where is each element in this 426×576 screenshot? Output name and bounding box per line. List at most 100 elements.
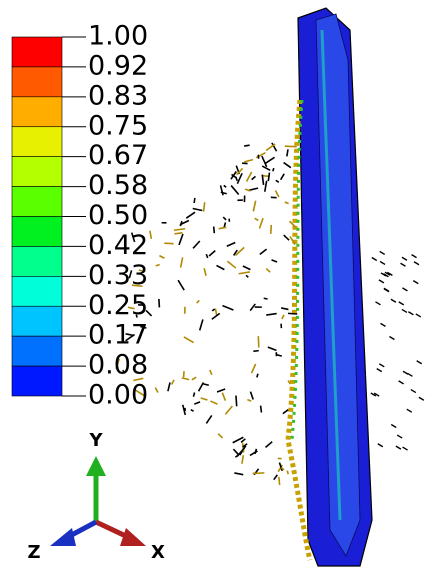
y-axis-label: Y: [88, 430, 103, 451]
debris-fragment: [273, 168, 274, 171]
debris-fragment: [257, 374, 258, 378]
legend-swatch: [12, 37, 62, 67]
debris-fragment: [212, 309, 214, 311]
debris-fragment: [224, 223, 225, 228]
debris-fragment: [156, 265, 160, 266]
debris-fragment: [223, 306, 234, 310]
debris-fragment: [159, 299, 160, 308]
debris-fragment: [412, 255, 417, 258]
debris-fragment: [402, 288, 407, 291]
debris-fragment: [218, 434, 222, 438]
debris-fragment: [391, 299, 396, 302]
debris-fragment: [179, 234, 183, 245]
debris-fragment: [399, 381, 404, 384]
debris-fragment: [247, 172, 252, 182]
debris: [116, 143, 424, 485]
legend-label: 0.92: [88, 50, 148, 81]
debris-fragment: [276, 180, 279, 182]
debris-fragment: [231, 186, 239, 195]
debris-fragment: [193, 393, 194, 397]
debris-fragment: [288, 313, 297, 314]
legend-swatch: [12, 217, 62, 247]
legend: 1.000.920.830.750.670.580.500.420.330.25…: [12, 21, 148, 411]
debris-fragment: [379, 280, 384, 283]
debris-fragment: [214, 227, 215, 234]
debris-fragment: [266, 269, 270, 273]
debris-fragment: [285, 146, 297, 147]
legend-label: 0.50: [88, 200, 148, 231]
y-axis-head: [86, 456, 106, 476]
debris-fragment: [255, 218, 259, 220]
debris-fragment: [150, 231, 152, 239]
debris-fragment: [402, 257, 407, 260]
debris-fragment: [261, 406, 262, 413]
debris-fragment: [253, 201, 255, 212]
debris-fragment: [268, 347, 277, 350]
debris-fragment: [217, 389, 225, 392]
legend-swatch: [12, 97, 62, 127]
debris-fragment: [403, 371, 408, 374]
debris-fragment: [416, 314, 421, 317]
legend-swatch: [12, 127, 62, 157]
debris-fragment: [233, 449, 238, 455]
debris-fragment: [262, 156, 267, 167]
debris-fragment: [397, 435, 402, 438]
debris-fragment: [242, 455, 243, 464]
debris-fragment: [204, 202, 205, 211]
debris-fragment: [239, 272, 250, 274]
debris-fragment: [399, 302, 404, 305]
debris-fragment: [222, 393, 225, 401]
beam: [288, 8, 372, 566]
legend-swatch: [12, 157, 62, 187]
debris-fragment: [204, 268, 206, 276]
legend-label: 0.08: [88, 350, 148, 381]
z-axis-label: Z: [27, 542, 40, 563]
debris-fragment: [227, 243, 235, 247]
debris-fragment: [168, 382, 170, 391]
debris-fragment: [191, 410, 194, 412]
debris-fragment: [215, 309, 216, 316]
legend-label: 1.00: [88, 21, 148, 52]
debris-fragment: [419, 397, 424, 400]
debris-fragment: [268, 173, 269, 181]
legend-swatch: [12, 336, 62, 366]
debris-fragment: [199, 383, 204, 392]
debris-fragment: [378, 444, 383, 447]
debris-fragment: [206, 415, 211, 423]
debris-fragment: [181, 257, 183, 267]
debris-fragment: [284, 163, 291, 168]
debris-fragment: [252, 364, 256, 373]
debris-fragment: [274, 475, 278, 480]
debris-fragment: [236, 396, 237, 407]
debris-fragment: [219, 227, 227, 228]
legend-swatch: [12, 366, 62, 396]
debris-fragment: [272, 260, 278, 262]
legend-label: 0.67: [88, 140, 148, 171]
debris-fragment: [193, 241, 200, 248]
x-axis-label: X: [151, 542, 165, 563]
debris-fragment: [193, 208, 203, 210]
debris-fragment: [206, 254, 207, 258]
debris-fragment: [247, 400, 251, 401]
debris-fragment: [391, 424, 396, 427]
debris-fragment: [178, 280, 184, 290]
debris-fragment: [209, 251, 215, 256]
debris-fragment: [283, 410, 288, 414]
debris-fragment: [408, 312, 413, 315]
debris-fragment: [279, 477, 280, 485]
debris-fragment: [287, 471, 288, 475]
debris-fragment: [379, 364, 384, 367]
debris-fragment: [216, 265, 224, 269]
legend-label: 0.00: [88, 380, 148, 411]
debris-fragment: [201, 398, 208, 400]
z-axis-head: [50, 528, 76, 546]
debris-fragment: [186, 212, 195, 218]
debris-fragment: [182, 378, 189, 380]
debris-fragment: [275, 190, 279, 196]
x-axis-head: [120, 528, 146, 546]
debris-fragment: [285, 202, 289, 203]
axis-triad: Y Z X: [27, 430, 165, 563]
debris-fragment: [255, 449, 257, 454]
debris-fragment: [174, 229, 185, 230]
debris-fragment: [377, 369, 382, 372]
